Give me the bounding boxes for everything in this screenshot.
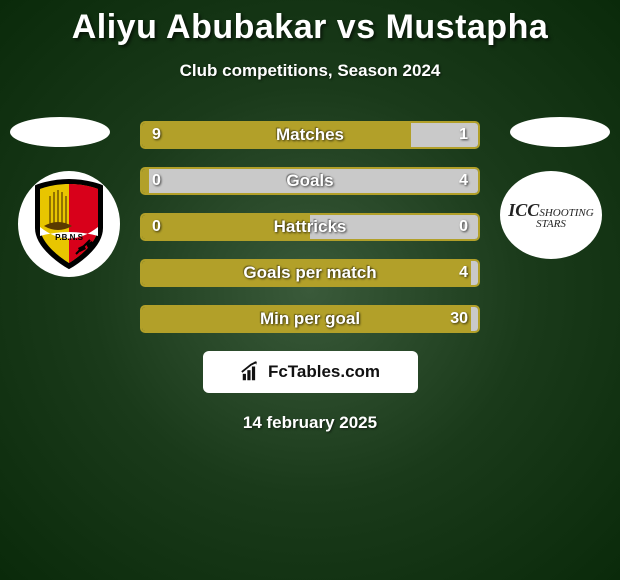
badge-right-text-bottom: SHOOTING STARS xyxy=(536,207,594,230)
brand-text: FcTables.com xyxy=(268,362,380,382)
subtitle: Club competitions, Season 2024 xyxy=(0,61,620,81)
chart-icon xyxy=(240,361,262,383)
bar-fill-right xyxy=(471,307,478,331)
brand-badge[interactable]: FcTables.com xyxy=(203,351,418,393)
stat-row: 00Hattricks xyxy=(140,213,480,241)
badge-pbns-icon: P.B.N.S xyxy=(30,178,108,270)
stats-area: P.B.N.S ICCSHOOTING STARS 91Matches 04Goa… xyxy=(0,121,620,333)
bar-fill-right xyxy=(471,261,478,285)
page-title: Aliyu Abubakar vs Mustapha xyxy=(0,8,620,47)
footer-date: 14 february 2025 xyxy=(0,413,620,433)
badge-left-text: P.B.N.S xyxy=(55,233,84,242)
bar-fill-right xyxy=(310,215,478,239)
stat-row: 91Matches xyxy=(140,121,480,149)
bar-fill-left xyxy=(142,123,411,147)
player-marker-right xyxy=(510,117,610,147)
bar-fill-right xyxy=(411,123,478,147)
stats-bars: 91Matches 04Goals 00Hattricks 4Goals per ma… xyxy=(140,121,480,333)
team-logo-left: P.B.N.S xyxy=(18,171,120,277)
player-marker-left xyxy=(10,117,110,147)
bar-fill-right xyxy=(149,169,478,193)
comparison-card: Aliyu Abubakar vs Mustapha Club competit… xyxy=(0,0,620,433)
bar-fill-left xyxy=(142,261,471,285)
stat-row: 30Min per goal xyxy=(140,305,480,333)
bar-fill-left xyxy=(142,307,471,331)
stat-row: 04Goals xyxy=(140,167,480,195)
badge-right-text-top: ICC xyxy=(508,200,539,220)
bar-fill-left xyxy=(142,215,310,239)
team-logo-right: ICCSHOOTING STARS xyxy=(500,171,602,259)
stat-row: 4Goals per match xyxy=(140,259,480,287)
bar-fill-left xyxy=(142,169,149,193)
badge-icc-icon: ICCSHOOTING STARS xyxy=(500,201,602,230)
